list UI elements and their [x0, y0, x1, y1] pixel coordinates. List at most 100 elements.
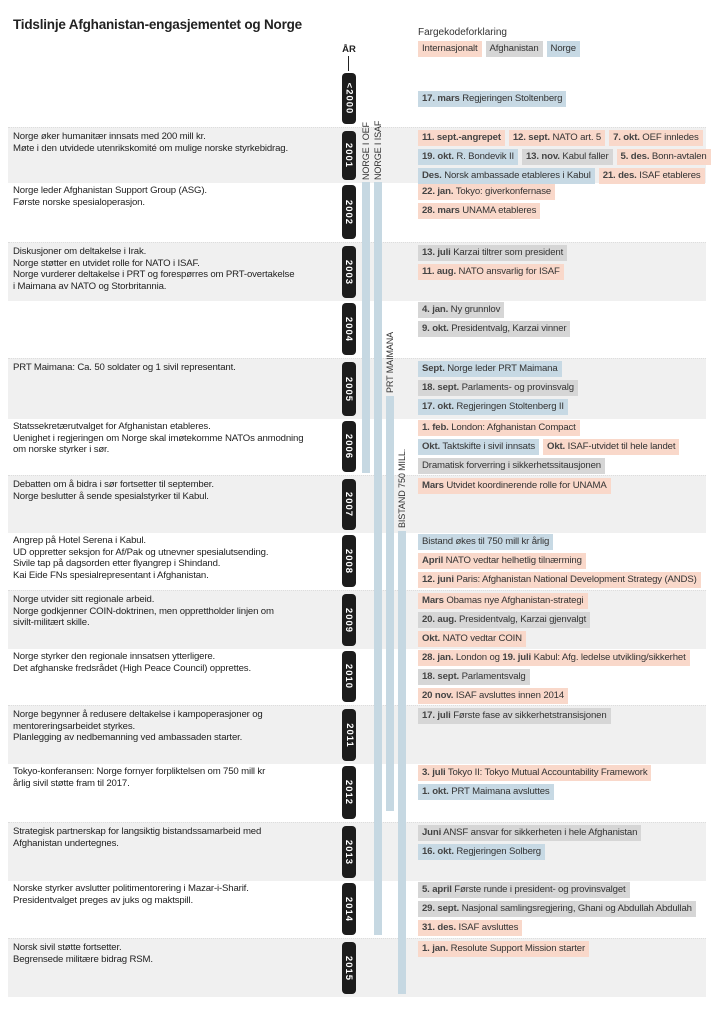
- summary-line: Debatten om å bidra i sør fortsetter til…: [13, 479, 214, 490]
- year-badge: 2015: [342, 942, 356, 994]
- event-date: Okt.: [422, 441, 441, 452]
- norway-summary: Norsk sivil støtte fortsetter. Begrensede…: [13, 942, 333, 965]
- summary-line: Uenighet i regjeringen om Norge skal imø…: [13, 432, 304, 444]
- event-text: Kabul: Afg. ledelse utvikling/sikkerhet: [533, 652, 686, 663]
- event-line: 29. sept. Nasjonal samlingsregjering, Gh…: [418, 901, 706, 920]
- year-badge: 2003: [342, 246, 356, 298]
- year-badge: 2012: [342, 766, 356, 819]
- summary-line: Møte i den utvidede utenrikskomité om mu…: [13, 142, 288, 154]
- event-text: Karzai tiltrer som president: [453, 247, 564, 258]
- event-date: 11. sept.-angrepet: [422, 132, 501, 143]
- label-norge-i-isaf: NORGE I ISAF: [373, 120, 383, 180]
- events: 11. sept.-angrepet 12. sept. NATO art. 5…: [418, 130, 711, 187]
- year-text: 2008: [343, 548, 355, 574]
- events: 5. april Første runde i president- og pr…: [418, 882, 706, 939]
- event-line: 12. juni Paris: Afghanistan National Dev…: [418, 572, 706, 591]
- event-date: Juni: [422, 827, 442, 838]
- event-date: 19. juli: [502, 652, 532, 663]
- event-nor: Bistand økes til 750 mill kr årlig: [418, 534, 554, 550]
- event-text: Første runde i president- og provinsvalg…: [454, 884, 626, 895]
- event-line: Sept. Norge leder PRT Maimana: [418, 361, 706, 380]
- year-row: PRT Maimana: Ca. 50 soldater og 1 sivil …: [8, 358, 706, 419]
- event-text: Tokyo: giverkonfernase: [455, 186, 552, 197]
- norway-summary: Norske styrker avslutter politimentoreri…: [13, 883, 333, 906]
- year-text: 2009: [343, 607, 355, 633]
- event-date: Okt.: [422, 633, 441, 644]
- event-afg: 18. sept. Parlaments- og provinsvalg: [418, 380, 578, 396]
- summary-line: Første norske spesialoperasjon.: [13, 196, 145, 208]
- summary-line: Norge godkjenner COIN-doktrinen, men opp…: [13, 605, 274, 617]
- event-date: 12. sept.: [512, 132, 550, 143]
- event-date: 3. juli: [422, 767, 446, 778]
- year-row: Norge begynner å redusere deltakelse i k…: [8, 705, 706, 764]
- legend-title: Fargekodeforklaring: [418, 27, 507, 38]
- event-line: 20. aug. Presidentvalg, Karzai gjenvalgt: [418, 612, 706, 631]
- event-date: Sept.: [422, 363, 445, 374]
- event-text: Presidentvalg, Karzai gjenvalgt: [459, 614, 587, 625]
- event-text: ISAF-utvidet til hele landet: [567, 441, 676, 452]
- event-line: 28. jan. London og 19. juli Kabul: Afg. …: [418, 650, 706, 669]
- summary-line: Kai Eide FNs spesialrepresentant i Afgha…: [13, 569, 209, 581]
- year-row: Norge øker humanitær innsats med 200 mil…: [8, 127, 711, 184]
- events: Sept. Norge leder PRT Maimana 18. sept. …: [418, 361, 706, 418]
- legend-internasjonalt: Internasjonalt: [418, 41, 482, 57]
- event-text: Obamas nye Afghanistan-strategi: [446, 595, 584, 606]
- legend: Internasjonalt Afghanistan Norge: [418, 41, 580, 57]
- event-int: 22. jan. Tokyo: giverkonfernase: [418, 184, 556, 200]
- summary-line: Norge styrker den regionale innsatsen yt…: [13, 651, 216, 662]
- events: 17. mars Regjeringen Stoltenberg: [418, 72, 706, 110]
- summary-line: Norge støtter en utvidet rolle for NATO …: [13, 257, 200, 269]
- event-date: Des.: [422, 170, 442, 181]
- event-date: 5. april: [422, 884, 452, 895]
- bar-bistand: [398, 531, 406, 994]
- event-text: Norge leder PRT Maimana: [447, 363, 558, 374]
- event-afg: 17. juli Første fase av sikkerhetstransi…: [418, 708, 611, 724]
- event-date: 9. okt.: [422, 323, 449, 334]
- norway-summary: Diskusjoner om deltakelse i Irak. Norge s…: [13, 246, 333, 292]
- event-line: 31. des. ISAF avsluttes: [418, 920, 706, 939]
- event-text: Dramatisk forverring i sikkerhetssitausj…: [422, 460, 601, 471]
- event-date: 19. okt.: [422, 151, 454, 162]
- year-axis-tick: [348, 56, 349, 71]
- event-line: 17. mars Regjeringen Stoltenberg: [418, 91, 706, 110]
- norway-summary: PRT Maimana: Ca. 50 soldater og 1 sivil …: [13, 362, 333, 374]
- event-afg: Dramatisk forverring i sikkerhetssitausj…: [418, 458, 605, 474]
- event-int: 5. des. Bonn-avtalen: [616, 149, 711, 165]
- event-line: Bistand økes til 750 mill kr årlig: [418, 534, 706, 553]
- year-badge: 2004: [342, 303, 356, 355]
- event-line: 18. sept. Parlamentsvalg: [418, 669, 706, 688]
- event-date: 5. des.: [620, 151, 650, 162]
- event-text: Tokyo II: Tokyo Mutual Accountability Fr…: [447, 767, 648, 778]
- event-line: Dramatisk forverring i sikkerhetssitausj…: [418, 458, 706, 477]
- summary-line: Norge begynner å redusere deltakelse i k…: [13, 709, 263, 720]
- event-int: 11. aug. NATO ansvarlig for ISAF: [418, 264, 564, 280]
- summary-line: sivilt-militært skille.: [13, 617, 90, 628]
- event-afg: 13. juli Karzai tiltrer som president: [418, 245, 568, 261]
- norway-summary: Norge begynner å redusere deltakelse i k…: [13, 709, 333, 744]
- year-row: Norsk sivil støtte fortsetter. Begrensede…: [8, 938, 706, 997]
- event-text: Bistand økes til 750 mill kr årlig: [422, 536, 550, 547]
- summary-line: Det afghanske fredsrådet (High Peace Cou…: [13, 662, 251, 674]
- year-row: <2000 17. mars Regjeringen Stoltenberg: [8, 70, 706, 127]
- event-line: 1. jan. Resolute Support Mission starter: [418, 941, 706, 960]
- summary-line: Norge øker humanitær innsats med 200 mil…: [13, 131, 206, 142]
- event-text: NATO ansvarlig for ISAF: [458, 266, 560, 277]
- legend-afghanistan: Afghanistan: [485, 41, 543, 57]
- event-date: Mars: [422, 595, 444, 606]
- events: Juni ANSF ansvar for sikkerheten i hele …: [418, 825, 706, 863]
- event-date: 12. juni: [422, 574, 454, 585]
- event-text: PRT Maimana avsluttes: [451, 786, 550, 797]
- year-text: 2007: [343, 491, 355, 518]
- year-row: Strategisk partnerskap for langsiktig bi…: [8, 822, 706, 881]
- year-row: Tokyo-konferansen: Norge fornyer forplik…: [8, 763, 706, 822]
- event-int: 12. juni Paris: Afghanistan National Dev…: [418, 572, 701, 588]
- event-text: Utvidet koordinerende rolle for UNAMA: [446, 480, 607, 491]
- event-line: 3. juli Tokyo II: Tokyo Mutual Accountab…: [418, 765, 706, 784]
- event-text: Bonn-avtalen: [651, 151, 707, 162]
- event-afg: 20. aug. Presidentvalg, Karzai gjenvalgt: [418, 612, 591, 628]
- norway-summary: Angrep på Hotel Serena i Kabul. UD oppret…: [13, 535, 333, 581]
- event-afg: Juni ANSF ansvar for sikkerheten i hele …: [418, 825, 642, 841]
- event-date: 18. sept.: [422, 382, 460, 393]
- event-text: Parlaments- og provinsvalg: [461, 382, 575, 393]
